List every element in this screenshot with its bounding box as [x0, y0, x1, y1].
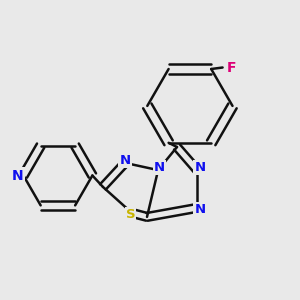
Text: N: N — [12, 169, 24, 182]
Text: N: N — [194, 161, 206, 174]
Text: N: N — [154, 161, 165, 174]
Text: S: S — [126, 208, 135, 221]
Text: N: N — [194, 203, 206, 216]
Text: N: N — [119, 154, 131, 167]
Text: F: F — [227, 61, 236, 74]
